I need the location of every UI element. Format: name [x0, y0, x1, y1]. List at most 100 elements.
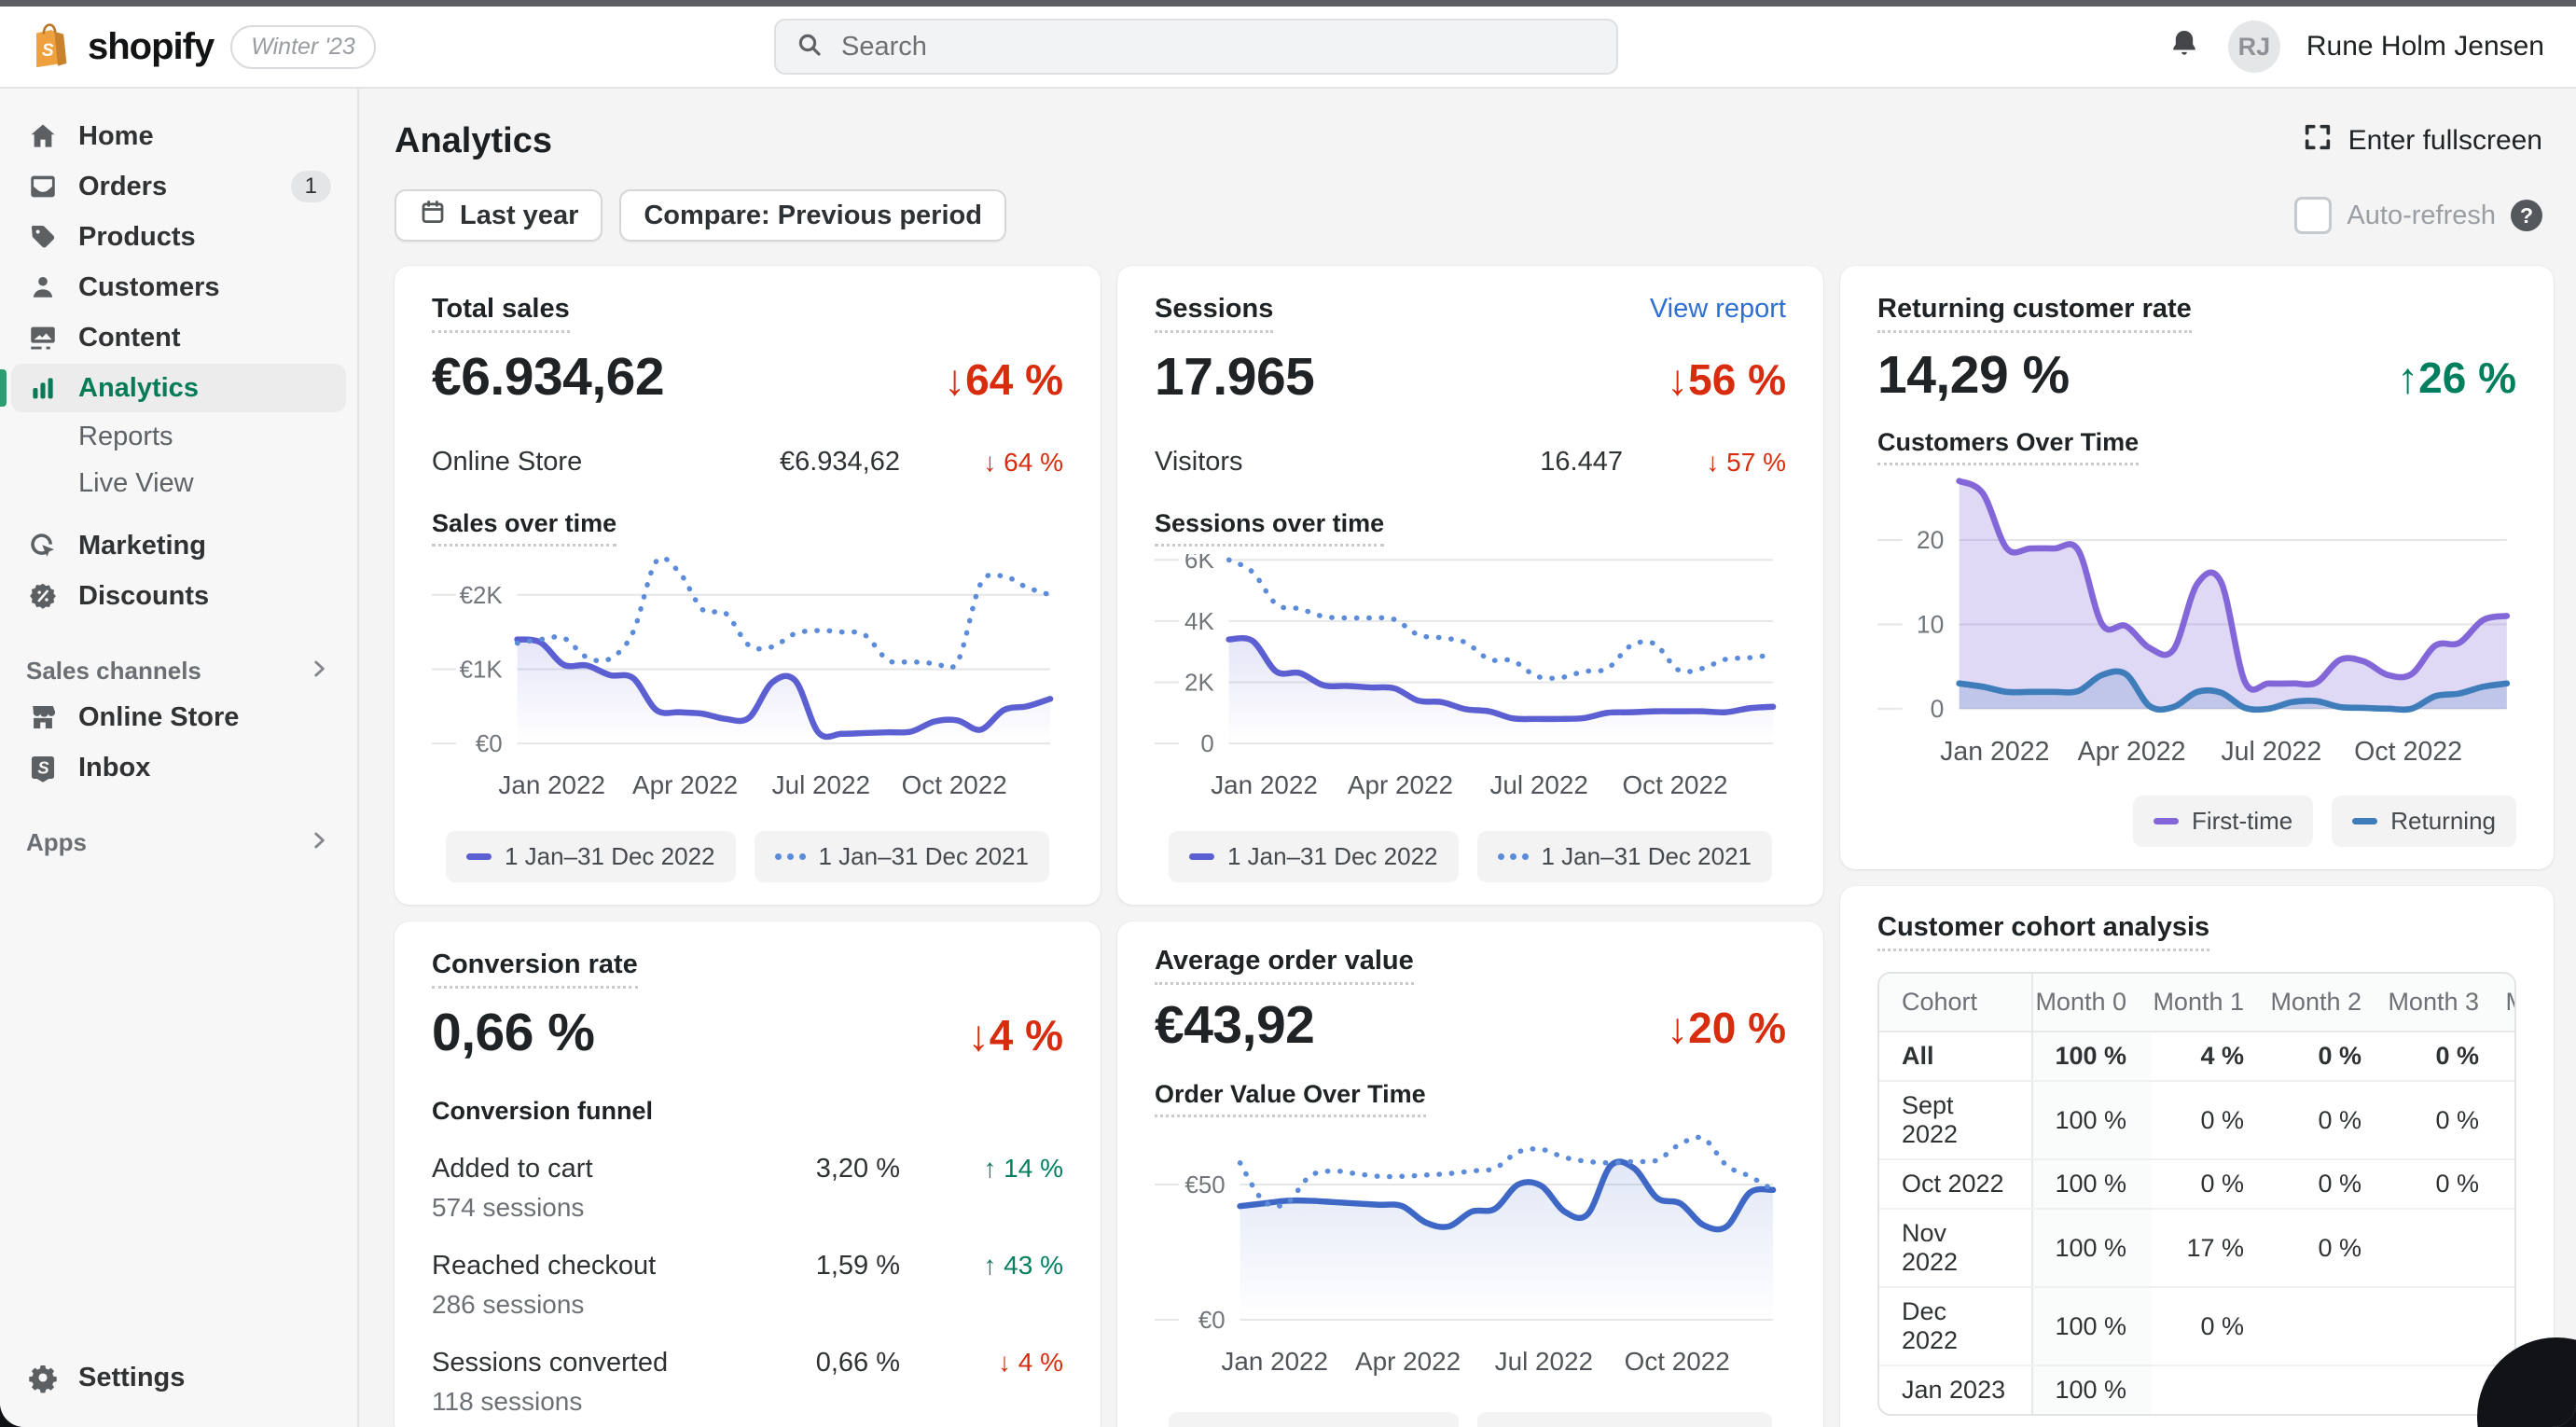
- online-store-metric-row: Online Store €6.934,62 ↓ 64 %: [432, 447, 1063, 477]
- legend-chip-2022: 1 Jan–31 Dec 2022: [1168, 1412, 1459, 1427]
- total-sales-card: Total sales €6.934,62 ↓64 % Online Store…: [395, 266, 1101, 905]
- sidebar-item-orders[interactable]: Orders 1: [11, 162, 346, 211]
- legend-chip-returning: Returning: [2332, 796, 2516, 848]
- sidebar-item-inbox[interactable]: S Inbox: [11, 743, 346, 792]
- chart-title[interactable]: Customers Over Time: [1877, 428, 2140, 465]
- cohort-row-all: All 100 % 4 % 0 % 0 %: [1879, 1031, 2514, 1081]
- conversion-rate-value: 0,66 %: [432, 1002, 595, 1062]
- legend-marker: [1188, 852, 1214, 860]
- legend-chip-2022: 1 Jan–31 Dec 2022: [1168, 830, 1459, 882]
- chart-title[interactable]: Sales over time: [432, 509, 617, 547]
- card-title[interactable]: Total sales: [432, 294, 570, 333]
- auto-refresh-checkbox[interactable]: [2294, 197, 2333, 234]
- sidebar-item-analytics[interactable]: Analytics: [0, 364, 346, 412]
- aov-value: €43,92: [1155, 994, 1315, 1055]
- sidebar-item-online-store[interactable]: Online Store: [11, 693, 346, 741]
- visitors-metric-row: Visitors 16.447 ↓ 57 %: [1155, 447, 1786, 477]
- sidebar-item-home[interactable]: Home: [11, 112, 346, 160]
- average-order-value-card: Average order value €43,92 ↓20 % Order V…: [1117, 921, 1823, 1427]
- search-bar[interactable]: [774, 19, 1618, 75]
- cohort-table[interactable]: Cohort Month 0 Month 1 Month 2 Month 3 M…: [1877, 972, 2516, 1417]
- column-2: Sessions View report 17.965 ↓56 % Visito…: [1117, 266, 1823, 1427]
- svg-text:10: 10: [1917, 611, 1944, 639]
- brand[interactable]: S shopify Winter '23: [28, 7, 376, 87]
- settings-icon: [26, 1362, 60, 1393]
- sidebar-item-live-view[interactable]: Live View: [78, 467, 194, 498]
- svg-text:Oct 2022: Oct 2022: [902, 770, 1007, 799]
- column-1: Total sales €6.934,62 ↓64 % Online Store…: [395, 266, 1101, 1427]
- card-title[interactable]: Returning customer rate: [1877, 294, 2192, 333]
- svg-text:€2K: €2K: [460, 583, 503, 609]
- sales-over-time-chart: €2K €1K €0 Jan 2022 Apr 2022 Jul 2022 Oct 2022: [432, 555, 1054, 799]
- inbox-icon: S: [26, 752, 60, 783]
- svg-text:Apr 2022: Apr 2022: [2078, 737, 2186, 767]
- svg-text:2K: 2K: [1184, 670, 1214, 696]
- card-title[interactable]: Customer cohort analysis: [1877, 912, 2210, 952]
- sessions-view-report-link[interactable]: View report: [1649, 294, 1786, 324]
- cohort-header-row: Cohort Month 0 Month 1 Month 2 Month 3 M…: [1879, 974, 2514, 1032]
- enter-fullscreen-button[interactable]: Enter fullscreen: [2302, 121, 2542, 160]
- user-name[interactable]: Rune Holm Jensen: [2306, 31, 2544, 62]
- sidebar-item-settings[interactable]: Settings: [11, 1353, 346, 1402]
- brand-wordmark: shopify: [88, 25, 215, 67]
- svg-text:Jan 2022: Jan 2022: [1940, 737, 2049, 767]
- topbar: S shopify Winter '23 RJ Rune Holm Jensen: [0, 7, 2576, 89]
- svg-text:S: S: [37, 757, 49, 777]
- bell-icon[interactable]: [2167, 27, 2202, 67]
- legend-marker: [1497, 852, 1529, 860]
- sidebar-item-reports[interactable]: Reports: [78, 421, 173, 451]
- chevron-right-icon: [307, 828, 331, 857]
- sidebar-item-discounts[interactable]: Discounts: [11, 572, 346, 620]
- search-input[interactable]: [839, 30, 1598, 63]
- page-title: Analytics: [395, 120, 552, 160]
- compare-button[interactable]: Compare: Previous period: [619, 189, 1006, 242]
- svg-text:Apr 2022: Apr 2022: [632, 770, 738, 799]
- orders-count-badge: 1: [290, 171, 331, 202]
- card-title[interactable]: Average order value: [1155, 946, 1414, 985]
- sidebar-section-sales-channels[interactable]: Sales channels: [11, 649, 346, 692]
- svg-text:6K: 6K: [1184, 554, 1214, 574]
- svg-text:Oct 2022: Oct 2022: [1625, 1347, 1730, 1376]
- conversion-rate-card: Conversion rate 0,66 % ↓4 % Conversion f…: [395, 921, 1101, 1427]
- svg-text:20: 20: [1917, 526, 1944, 554]
- fullscreen-icon: [2302, 121, 2334, 160]
- calendar-icon: [419, 198, 447, 233]
- marketing-icon: [26, 530, 60, 561]
- topbar-right: RJ Rune Holm Jensen: [2167, 7, 2544, 87]
- auto-refresh-label: Auto-refresh: [2347, 200, 2496, 230]
- returning-customer-rate-card: Returning customer rate 14,29 % ↑26 % Cu…: [1840, 266, 2554, 870]
- card-title[interactable]: Sessions: [1155, 294, 1274, 333]
- avatar[interactable]: RJ: [2227, 21, 2280, 73]
- sidebar-item-products[interactable]: Products: [11, 213, 346, 261]
- svg-text:0: 0: [1200, 731, 1213, 757]
- svg-text:Apr 2022: Apr 2022: [1348, 770, 1453, 799]
- sidebar-item-customers[interactable]: Customers: [11, 263, 346, 312]
- legend-marker: [774, 852, 806, 860]
- svg-text:€50: €50: [1184, 1172, 1225, 1198]
- chart-title[interactable]: Order Value Over Time: [1155, 1080, 1426, 1117]
- sidebar-item-content[interactable]: Content: [11, 313, 346, 362]
- orders-icon: [26, 171, 60, 202]
- main-content: Analytics Enter fullscreen Last year Com…: [361, 89, 2576, 1427]
- legend-marker: [2153, 818, 2179, 825]
- sidebar-section-apps[interactable]: Apps: [11, 821, 346, 864]
- legend-marker: [465, 852, 492, 860]
- online-store-icon: [26, 701, 60, 733]
- sidebar-item-marketing[interactable]: Marketing: [11, 521, 346, 570]
- column-3: Returning customer rate 14,29 % ↑26 % Cu…: [1840, 266, 2554, 1427]
- shopify-admin-window: S shopify Winter '23 RJ Rune Holm Jensen…: [0, 7, 2576, 1427]
- svg-text:Jan 2022: Jan 2022: [1221, 1347, 1328, 1376]
- chevron-right-icon: [307, 657, 331, 686]
- card-title[interactable]: Conversion rate: [432, 949, 638, 989]
- svg-text:Jul 2022: Jul 2022: [772, 770, 870, 799]
- sidebar-spacer: [11, 864, 346, 1352]
- funnel-row-reached-checkout: Reached checkout 1,59 % ↑ 43 % 286 sessi…: [432, 1250, 1063, 1319]
- chart-title[interactable]: Sessions over time: [1155, 509, 1385, 547]
- window-titlebar: [0, 0, 2576, 7]
- date-range-button[interactable]: Last year: [395, 189, 603, 242]
- question-icon[interactable]: ?: [2511, 200, 2542, 231]
- discounts-icon: [26, 580, 60, 612]
- sessions-over-time-chart: 6K 4K 2K 0 Jan 2022 Apr 2022 Jul 2022 Oct 2022: [1155, 554, 1777, 799]
- aov-delta: ↓20 %: [1667, 1003, 1786, 1052]
- returning-rate-value: 14,29 %: [1877, 345, 2070, 405]
